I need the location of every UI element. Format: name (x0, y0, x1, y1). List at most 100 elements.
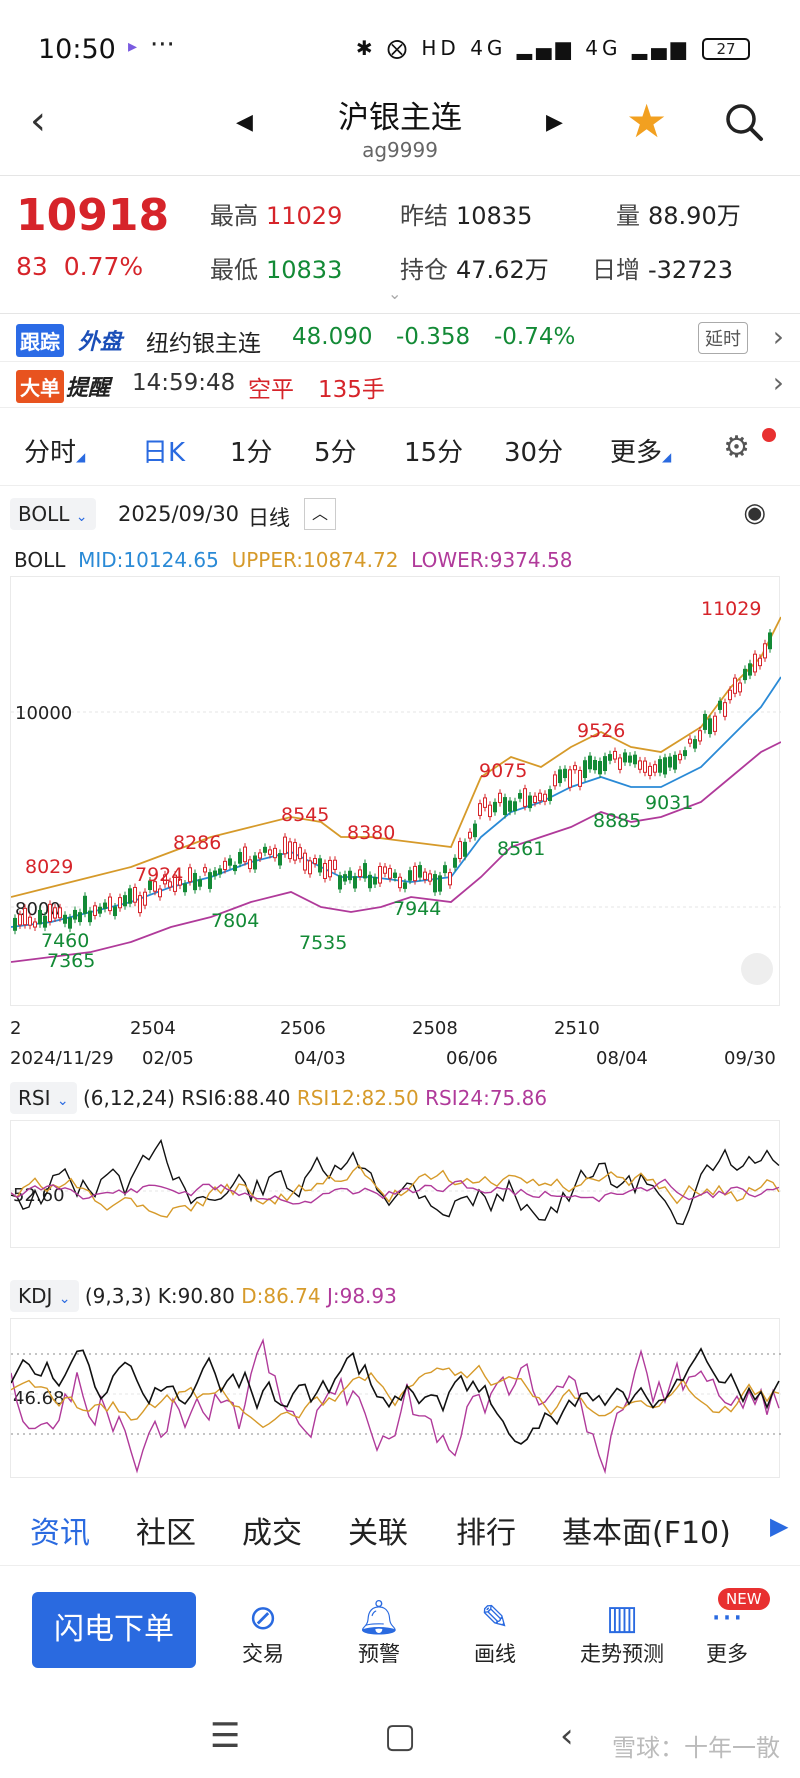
foreign-market-row[interactable]: 跟踪 外盘 纽约银主连 48.090 -0.358 -0.74% 延时 › (0, 316, 800, 362)
candle (63, 914, 67, 924)
tab-ranking[interactable]: 排行 (456, 1516, 516, 1551)
tab-news[interactable]: 资讯 (30, 1516, 90, 1551)
candle (623, 752, 627, 763)
tab-15min[interactable]: 15分 (404, 438, 464, 468)
candle (553, 774, 557, 787)
next-contract-icon[interactable]: ▶ (546, 110, 563, 135)
candle (728, 689, 732, 701)
candle (493, 801, 497, 813)
draw-line-button[interactable]: ✎ 画线 (440, 1598, 550, 1668)
trend-forecast-button[interactable]: ▥ 走势预测 (556, 1598, 688, 1668)
tab-related[interactable]: 关联 (348, 1516, 408, 1551)
chevron-right-icon[interactable]: › (772, 366, 784, 399)
kline-chart[interactable]: 10000 8000 11029 9526 9075 8545 8380 828… (10, 576, 782, 1006)
kdj-selector[interactable]: KDJ ⌄ (10, 1280, 79, 1312)
collapse-icon[interactable]: ︿ (304, 498, 336, 530)
tab-trades[interactable]: 成交 (242, 1516, 302, 1551)
candle (573, 765, 577, 771)
candle (103, 902, 107, 909)
candle (473, 823, 477, 838)
candle (753, 653, 757, 673)
scroll-right-icon[interactable]: ▶ (770, 1512, 789, 1540)
foreign-change: -0.358 (396, 324, 471, 350)
media-icon: ▸ (128, 36, 138, 57)
rsi-chart[interactable]: 52.60 (10, 1120, 781, 1248)
system-nav-bar: ☰ ▢ ‹ 雪球：十年一散 (0, 1700, 800, 1778)
home-icon[interactable]: ▢ (384, 1716, 417, 1756)
candles (13, 628, 772, 935)
candle (513, 801, 517, 812)
candle (723, 702, 727, 717)
candle (708, 718, 712, 735)
candle (538, 792, 542, 802)
candle (523, 788, 527, 807)
candle (568, 769, 572, 788)
candle (128, 888, 132, 904)
candle (648, 765, 652, 776)
candle (138, 895, 142, 914)
candle (403, 882, 407, 889)
date-label: 04/03 (294, 1048, 346, 1069)
date-label: 2024/11/29 (10, 1048, 114, 1069)
settings-gear-icon[interactable]: ⚙ (723, 430, 750, 465)
search-icon[interactable] (724, 102, 764, 142)
candle (393, 872, 397, 878)
menu-icon[interactable]: ☰ (210, 1716, 241, 1756)
boll-upper-line (10, 616, 782, 898)
daily-increase: 日增 -32723 (592, 256, 734, 284)
status-time: 10:50 (38, 34, 116, 65)
candle (68, 917, 72, 929)
prev-contract-icon[interactable]: ◀ (236, 110, 253, 135)
candle (293, 842, 297, 861)
candle (628, 755, 632, 763)
flash-order-button[interactable]: 闪电下单 (32, 1592, 196, 1668)
candle (13, 917, 17, 931)
candle (463, 841, 467, 857)
candle (243, 846, 247, 863)
alert-qty: 135手 (318, 377, 385, 403)
tab-timeshare[interactable]: 分时◢ (24, 438, 86, 468)
alert-button[interactable]: 🔔︎ 预警 (324, 1598, 434, 1668)
foreign-price: 48.090 (292, 324, 373, 350)
back-icon[interactable]: ‹ (30, 98, 46, 144)
date-label: 09/30 (724, 1048, 776, 1069)
indicator-selector[interactable]: BOLL ⌄ (10, 498, 96, 530)
rsi12-line (10, 1164, 780, 1218)
trough-label: 7804 (211, 910, 259, 932)
favorite-star-icon[interactable]: ★ (626, 94, 668, 148)
trough-label: 7944 (393, 898, 441, 920)
tab-30min[interactable]: 30分 (504, 438, 564, 468)
tab-1min[interactable]: 1分 (230, 438, 273, 468)
candle (533, 795, 537, 803)
high-value: 最高 11029 (210, 202, 343, 230)
peak-label: 11029 (701, 598, 761, 620)
tab-fundamentals[interactable]: 基本面(F10) (562, 1516, 731, 1551)
trade-button[interactable]: ⊘ 交易 (208, 1598, 318, 1668)
tab-community[interactable]: 社区 (136, 1516, 196, 1551)
trough-label: 7460 (41, 930, 89, 952)
kdj-chart[interactable]: 46.68 (10, 1318, 781, 1478)
candle (53, 907, 57, 919)
expand-chevron-icon[interactable]: ⌄ (388, 284, 402, 303)
pen-icon: ✎ (480, 1598, 510, 1638)
kdj-k-line (10, 1347, 780, 1445)
chevron-right-icon[interactable]: › (772, 320, 784, 353)
candle (743, 668, 747, 681)
date-label: 06/06 (446, 1048, 498, 1069)
candle (428, 873, 432, 882)
tab-more[interactable]: 更多◢ (610, 438, 672, 468)
foreign-name: 纽约银主连 (146, 331, 261, 357)
kdj-svg: 46.68 (10, 1337, 781, 1475)
rsi-selector[interactable]: RSI ⌄ (10, 1082, 77, 1114)
peak-label: 7924 (135, 864, 183, 886)
peak-label: 8286 (173, 832, 221, 854)
back-nav-icon[interactable]: ‹ (560, 1716, 574, 1756)
peak-label: 8029 (25, 856, 73, 878)
last-price: 10918 (16, 190, 170, 241)
big-order-alert-row[interactable]: 大单 提醒 14:59:48 空平 135手 › (0, 362, 800, 408)
candle (703, 713, 707, 730)
candle (563, 768, 567, 779)
tab-daily-k[interactable]: 日K (142, 438, 186, 468)
tab-5min[interactable]: 5分 (314, 438, 357, 468)
eye-icon[interactable]: ◉ (743, 498, 766, 528)
